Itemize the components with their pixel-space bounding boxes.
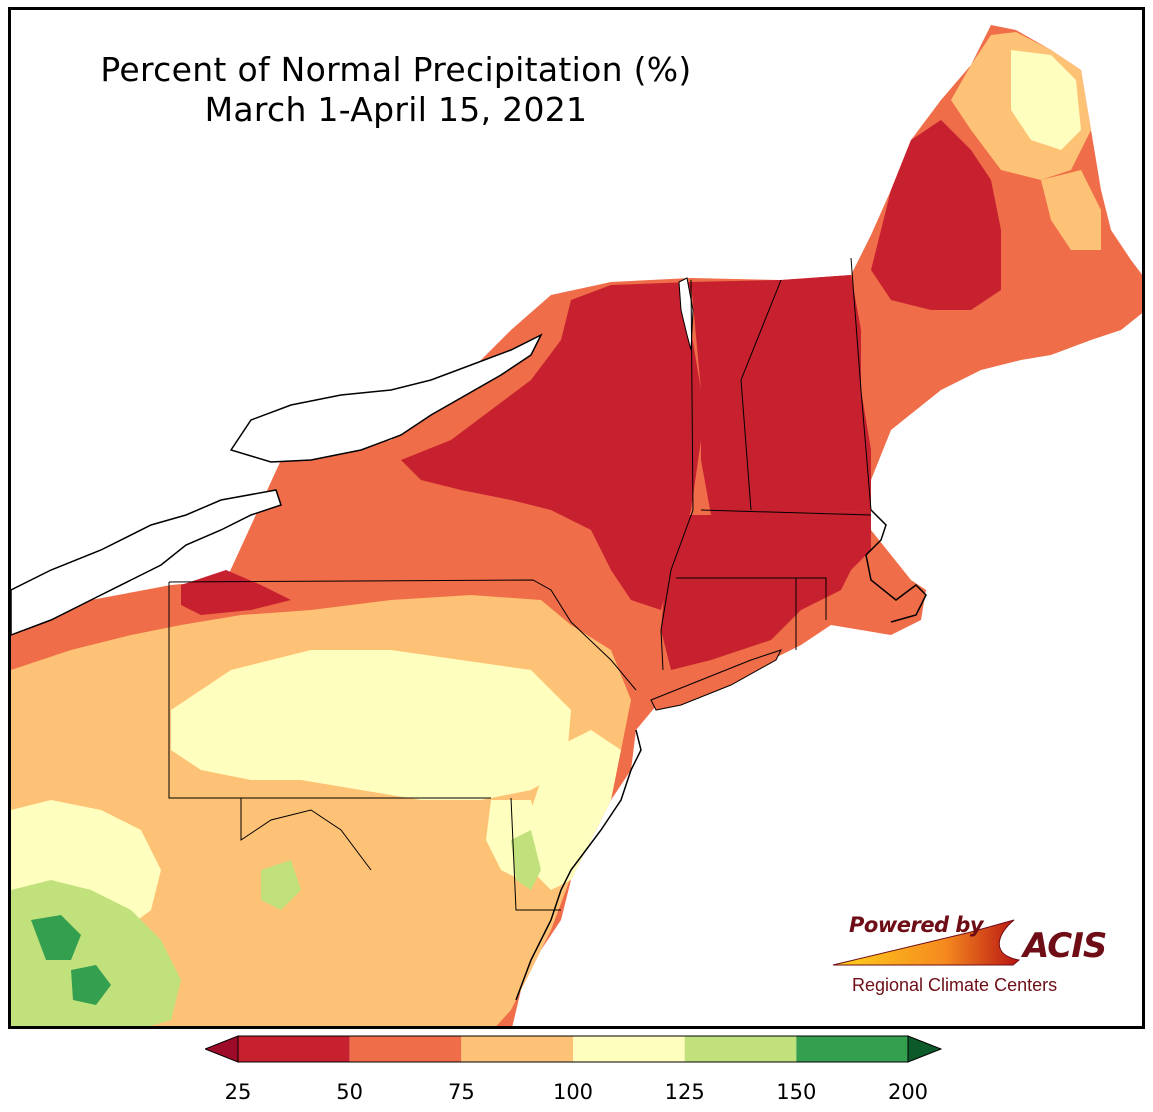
legend-bin (461, 1036, 573, 1062)
land-region-25-50-ny (401, 282, 701, 610)
legend-bin (796, 1036, 908, 1062)
land-region-125-150-va2 (261, 860, 301, 910)
legend-bin (349, 1036, 462, 1062)
land-region-25-50-ma-ct (661, 510, 871, 670)
land-region-100-125-nj (531, 730, 621, 890)
legend-bin (238, 1036, 350, 1062)
lake-champlain (678, 277, 694, 351)
coastline-mid (515, 729, 642, 1001)
land-region-150-200-va (71, 965, 111, 1005)
land-region-25-50-vt-nh (691, 275, 871, 515)
legend-tick-label: 50 (336, 1080, 364, 1104)
legend-tick-label: 75 (447, 1080, 475, 1104)
logo-rcc: Regional Climate Centers (852, 975, 1058, 995)
legend-tick-label: 200 (887, 1080, 929, 1104)
land-region-25-50-me (871, 120, 1001, 310)
logo-acis: ACIS (1023, 926, 1107, 966)
land-region-100-125-me-north (1011, 50, 1081, 150)
legend-over-arrow (907, 1035, 943, 1063)
map-subtitle: March 1-April 15, 2021 (204, 90, 588, 129)
legend-under-arrow (205, 1035, 239, 1063)
legend-tick-label: 100 (552, 1080, 594, 1104)
land-region-25-50-wny (181, 570, 291, 615)
legend-colorbar (205, 1035, 943, 1063)
land-region-100-125-pa (171, 650, 571, 800)
land-region-125-150-de (511, 830, 541, 890)
map-frame: Percent of Normal Precipitation (%) Marc… (8, 7, 1145, 1029)
coastline-ne (865, 509, 927, 623)
precipitation-map (11, 25, 1142, 1026)
legend-tick-label: 125 (664, 1080, 705, 1104)
land-region-75-100-ne-me (1041, 170, 1101, 250)
map-title: Percent of Normal Precipitation (%) (100, 50, 692, 89)
lake-ontario (229, 333, 543, 463)
state-borders (168, 257, 872, 911)
legend-bin (573, 1036, 685, 1062)
long-island (650, 649, 782, 711)
land-region-150-200-wv (31, 915, 81, 960)
legend-tick-label: 150 (776, 1080, 817, 1104)
legend-bin (684, 1036, 797, 1062)
logo-powered-by: Powered by (849, 913, 984, 937)
legend-tick-label: 25 (224, 1080, 252, 1104)
lake-erie (11, 489, 282, 636)
